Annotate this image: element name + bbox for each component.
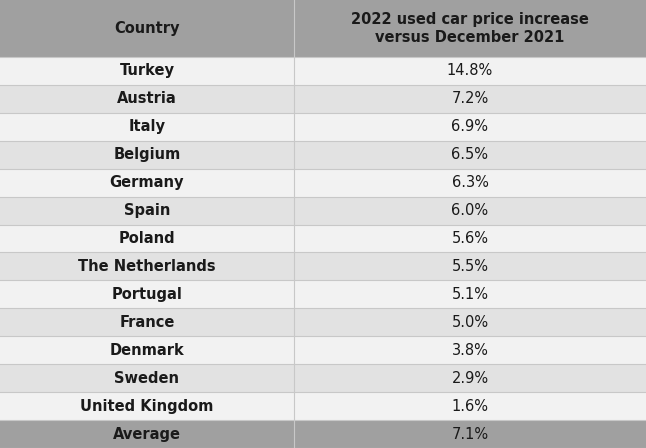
Bar (294, 280, 646, 308)
Bar (0, 392, 294, 420)
Bar (294, 169, 646, 197)
Text: Portugal: Portugal (112, 287, 182, 302)
Bar (0, 197, 294, 224)
Bar (294, 0, 646, 57)
Text: Sweden: Sweden (114, 370, 180, 386)
Text: France: France (120, 315, 174, 330)
Text: Turkey: Turkey (120, 64, 174, 78)
Bar (294, 57, 646, 85)
Bar (294, 420, 646, 448)
Bar (0, 308, 294, 336)
Bar (294, 392, 646, 420)
Text: 5.1%: 5.1% (452, 287, 488, 302)
Bar (0, 57, 294, 85)
Bar (0, 85, 294, 113)
Text: 5.0%: 5.0% (452, 315, 488, 330)
Text: Denmark: Denmark (110, 343, 184, 358)
Bar (294, 364, 646, 392)
Text: 6.9%: 6.9% (452, 119, 488, 134)
Text: 14.8%: 14.8% (447, 64, 493, 78)
Bar (0, 420, 294, 448)
Bar (0, 0, 294, 57)
Text: 7.1%: 7.1% (452, 426, 488, 442)
Bar (294, 85, 646, 113)
Text: Austria: Austria (117, 91, 177, 106)
Text: Country: Country (114, 21, 180, 36)
Text: Average: Average (113, 426, 181, 442)
Text: Spain: Spain (124, 203, 170, 218)
Text: The Netherlands: The Netherlands (78, 259, 216, 274)
Bar (294, 113, 646, 141)
Text: Belgium: Belgium (113, 147, 181, 162)
Bar (0, 113, 294, 141)
Text: Poland: Poland (119, 231, 175, 246)
Bar (294, 308, 646, 336)
Text: 5.6%: 5.6% (452, 231, 488, 246)
Bar (294, 253, 646, 280)
Bar (294, 141, 646, 169)
Bar (0, 141, 294, 169)
Text: 6.5%: 6.5% (452, 147, 488, 162)
Text: Italy: Italy (129, 119, 165, 134)
Text: 2022 used car price increase
versus December 2021: 2022 used car price increase versus Dece… (351, 12, 589, 45)
Bar (0, 253, 294, 280)
Text: 5.5%: 5.5% (452, 259, 488, 274)
Bar (0, 169, 294, 197)
Bar (0, 336, 294, 364)
Bar (294, 224, 646, 253)
Bar (0, 224, 294, 253)
Text: Germany: Germany (110, 175, 184, 190)
Text: 2.9%: 2.9% (452, 370, 488, 386)
Text: United Kingdom: United Kingdom (80, 399, 214, 414)
Text: 7.2%: 7.2% (452, 91, 488, 106)
Text: 6.3%: 6.3% (452, 175, 488, 190)
Bar (0, 364, 294, 392)
Text: 1.6%: 1.6% (452, 399, 488, 414)
Bar (294, 197, 646, 224)
Text: 3.8%: 3.8% (452, 343, 488, 358)
Bar (294, 336, 646, 364)
Text: 6.0%: 6.0% (452, 203, 488, 218)
Bar (0, 280, 294, 308)
